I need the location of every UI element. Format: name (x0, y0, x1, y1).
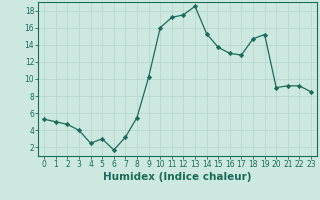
X-axis label: Humidex (Indice chaleur): Humidex (Indice chaleur) (103, 172, 252, 182)
